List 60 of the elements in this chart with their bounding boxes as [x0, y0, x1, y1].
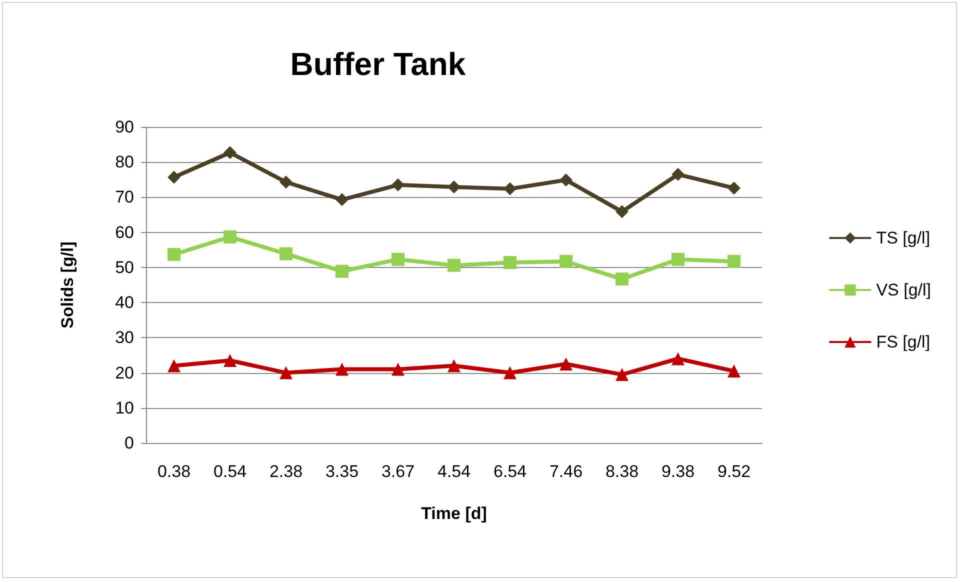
x-tick-label: 3.35 [325, 462, 359, 481]
x-tick-label: 8.38 [605, 462, 639, 481]
point [280, 247, 292, 260]
point [168, 170, 180, 184]
point [168, 359, 180, 372]
y-tick-label: 0 [124, 434, 134, 452]
legend-label: TS [g/l] [876, 228, 930, 248]
y-tick-label: 30 [115, 328, 134, 348]
point [616, 272, 628, 286]
chart-title: Buffer Tank [290, 46, 466, 82]
point [728, 254, 740, 268]
x-tick-label: 7.46 [549, 462, 583, 481]
point [672, 252, 684, 266]
point [672, 352, 684, 366]
y-tick-label: 40 [115, 293, 134, 312]
point [560, 254, 572, 268]
point [560, 358, 572, 370]
x-tick-label: 9.52 [717, 462, 751, 481]
point [224, 354, 236, 367]
point [504, 256, 516, 270]
point [392, 252, 404, 266]
point [560, 174, 572, 187]
y-tick-label: 10 [115, 398, 134, 418]
point [336, 264, 348, 278]
point [168, 248, 180, 261]
point [336, 362, 348, 376]
y-axis-title: Solids [g/l] [58, 242, 77, 328]
point [280, 176, 292, 189]
point [672, 168, 684, 181]
point [448, 258, 460, 272]
point [616, 205, 628, 218]
x-tick-label: 6.54 [493, 462, 527, 481]
point [504, 366, 516, 380]
x-tick-label: 9.38 [661, 462, 695, 481]
y-tick-label: 80 [115, 152, 134, 172]
y-tick-label: 60 [115, 222, 134, 242]
point [728, 182, 740, 195]
point [448, 180, 460, 194]
x-tick-label: 3.67 [381, 462, 415, 481]
point [280, 366, 292, 380]
point [336, 193, 348, 206]
y-tick-label: 20 [115, 363, 134, 382]
point [504, 182, 516, 196]
point [224, 146, 236, 160]
y-tick-label: 70 [115, 188, 134, 207]
y-tick-label: 50 [115, 258, 134, 277]
point [728, 364, 740, 378]
x-tick-label: 0.38 [157, 462, 191, 481]
x-tick-label: 0.54 [213, 462, 247, 481]
point [392, 178, 404, 192]
x-tick-label: 2.38 [269, 462, 303, 481]
point [224, 230, 236, 244]
y-tick-label: 90 [115, 118, 134, 136]
legend-label: VS [g/l] [876, 280, 932, 300]
point [448, 359, 460, 372]
legend-label: FS [g/l] [876, 332, 930, 352]
x-axis-title: Time [d] [421, 504, 487, 523]
point [616, 368, 628, 382]
point [392, 362, 404, 376]
x-tick-label: 4.54 [437, 462, 471, 481]
